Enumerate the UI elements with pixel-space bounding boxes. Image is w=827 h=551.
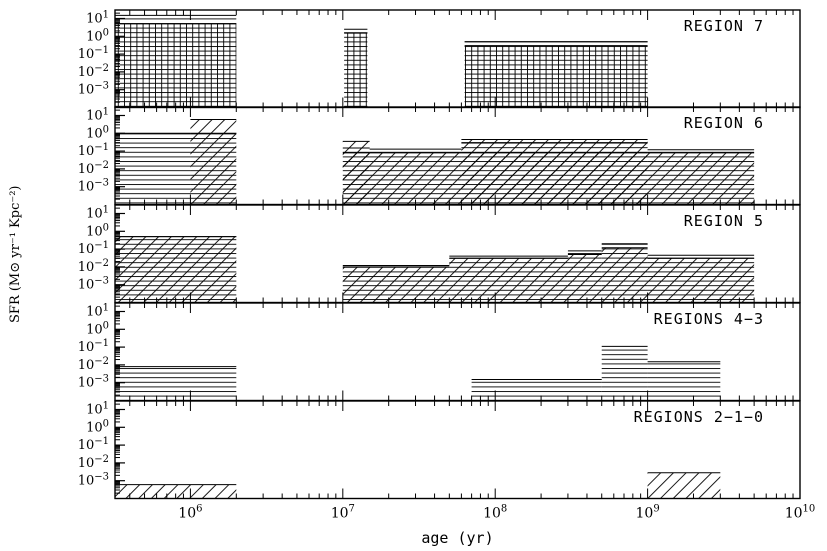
sfr-bin-region-6-8	[461, 142, 648, 205]
y-tick-label-region-6-2: 10−1	[78, 142, 109, 159]
y-tick-label-region-7-4: 10−3	[78, 81, 109, 98]
sfr-bin-region-5-1	[115, 236, 237, 303]
sfr-bin-region-5-3	[342, 266, 450, 303]
y-tick-label-regions-2-1-0-4: 10−3	[78, 472, 109, 489]
y-tick-label-region-5-1: 100	[86, 222, 109, 239]
sfr-bin-region-5-11	[647, 258, 755, 303]
x-tick-label-0: 106	[178, 504, 202, 522]
y-tick-label-region-7-0: 101	[86, 9, 109, 26]
region-label-regions-4-3: REGIONS 4−3	[654, 310, 764, 328]
y-axis-label: SFR (M⊙ yr⁻¹ Kpc⁻²)	[8, 186, 23, 323]
region-label-regions-2-1-0: REGIONS 2−1−0	[634, 408, 764, 426]
y-tick-label-regions-4-3-2: 10−1	[78, 338, 109, 355]
sfr-bin-region-6-0	[115, 133, 191, 205]
sfr-bin-regions-2-1-0-1	[647, 472, 721, 499]
y-tick-label-regions-2-1-0-2: 10−1	[78, 436, 109, 453]
sfr-bin-region-6-2	[190, 119, 237, 205]
sfr-bin-regions-4-3-2	[601, 346, 648, 401]
y-tick-label-region-5-4: 10−3	[78, 276, 109, 293]
y-tick-label-region-7-1: 100	[86, 27, 109, 44]
x-tick-label-4: 1010	[785, 504, 816, 522]
y-tick-label-region-6-3: 10−2	[78, 160, 109, 177]
sfr-bin-regions-4-3-3	[647, 361, 721, 401]
y-tick-label-regions-4-3-0: 101	[86, 302, 109, 319]
sfr-bin-regions-2-1-0-0	[115, 484, 237, 499]
y-tick-label-regions-4-3-3: 10−2	[78, 356, 109, 373]
x-tick-label-1: 107	[331, 504, 355, 522]
sfr-bin-region-7-5	[464, 45, 648, 108]
sfr-bin-region-7-1	[115, 23, 237, 108]
sfr-bin-region-7-3	[344, 33, 368, 108]
region-label-region-7: REGION 7	[684, 17, 764, 35]
y-tick-label-regions-2-1-0-1: 100	[86, 418, 109, 435]
sfr-bin-region-5-9	[601, 247, 648, 303]
x-tick-label-3: 109	[636, 504, 660, 522]
sfr-bin-region-5-7	[567, 254, 602, 303]
y-tick-label-region-6-1: 100	[86, 124, 109, 141]
sfr-bin-region-5-5	[449, 258, 568, 303]
y-tick-label-region-6-4: 10−3	[78, 178, 109, 195]
region-label-region-5: REGION 5	[684, 212, 764, 230]
y-tick-label-region-5-3: 10−2	[78, 258, 109, 275]
y-tick-label-region-7-2: 10−1	[78, 45, 109, 62]
y-tick-label-region-6-0: 101	[86, 106, 109, 123]
y-tick-label-region-7-3: 10−2	[78, 63, 109, 80]
y-tick-label-region-5-0: 101	[86, 204, 109, 221]
sfr-bin-region-6-10	[647, 152, 755, 205]
y-tick-label-regions-2-1-0-3: 10−2	[78, 454, 109, 471]
panel-frame-regions-2-1-0	[114, 400, 801, 500]
y-tick-label-regions-4-3-4: 10−3	[78, 374, 109, 391]
x-tick-label-2: 108	[483, 504, 507, 522]
sfr-bin-regions-4-3-1	[471, 379, 602, 401]
y-tick-label-regions-2-1-0-0: 101	[86, 400, 109, 417]
sfr-bin-regions-4-3-0	[115, 366, 237, 401]
y-tick-label-region-5-2: 10−1	[78, 240, 109, 257]
x-axis-label: age (yr)	[421, 529, 493, 547]
region-label-region-6: REGION 6	[684, 114, 764, 132]
y-tick-label-regions-4-3-1: 100	[86, 320, 109, 337]
